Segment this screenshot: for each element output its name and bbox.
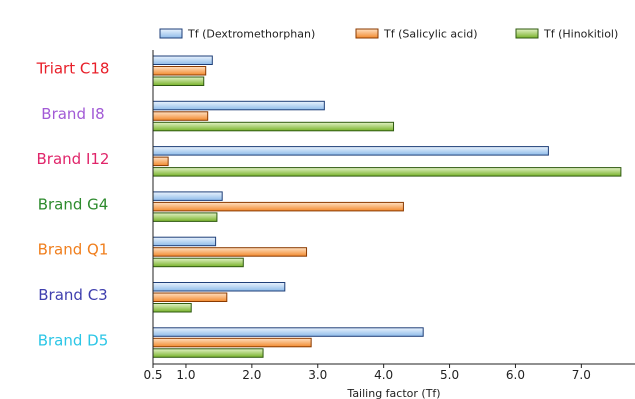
bar <box>152 247 308 257</box>
category-label: Triart C18 <box>36 60 110 78</box>
legend-swatch <box>355 28 379 39</box>
category-label: Brand I12 <box>37 150 110 168</box>
bar <box>152 303 192 313</box>
category-label: Brand G4 <box>38 195 109 213</box>
category-labels: Triart C18 Brand I8 Brand I12 Brand G4 Brand… <box>36 60 110 350</box>
legend-swatch <box>159 28 183 39</box>
x-tick-label: 7.0 <box>572 368 591 382</box>
bar <box>152 337 312 348</box>
x-tick-label: 1.0 <box>176 368 195 382</box>
bars <box>152 55 622 358</box>
legend-item: Tf (Salicylic acid) <box>355 28 478 41</box>
bar <box>152 76 205 86</box>
legend-label: Tf (Dextromethorphan) <box>187 28 315 41</box>
bar <box>152 55 213 65</box>
x-tick-label: 5.0 <box>440 368 459 382</box>
axes: 0.51.02.03.04.05.06.07.08.Tailing factor… <box>143 50 635 399</box>
x-tick-label: 2.0 <box>242 368 261 382</box>
legend-item: Tf (Hinokitiol) <box>515 28 618 41</box>
bar <box>152 212 218 222</box>
bar <box>152 348 264 358</box>
legend-label: Tf (Hinokitiol) <box>543 28 618 41</box>
category-label: Brand I8 <box>41 105 104 123</box>
x-axis-title: Tailing factor (Tf) <box>346 387 440 399</box>
category-label: Brand D5 <box>38 331 109 349</box>
bar <box>152 327 424 337</box>
bar <box>152 191 223 201</box>
bar <box>152 121 395 132</box>
legend: Tf (Dextromethorphan) Tf (Salicylic acid)… <box>159 28 618 41</box>
bar <box>152 66 207 76</box>
x-tick-label: 0.5 <box>143 368 162 382</box>
category-label: Brand Q1 <box>38 241 109 259</box>
legend-item: Tf (Dextromethorphan) <box>159 28 315 41</box>
legend-swatch <box>515 28 539 39</box>
bar <box>152 100 325 111</box>
bar <box>152 156 169 167</box>
bar <box>152 292 228 302</box>
legend-label: Tf (Salicylic acid) <box>383 28 478 41</box>
bar <box>152 167 622 177</box>
bar <box>152 282 286 292</box>
x-tick-label: 6.0 <box>506 368 525 382</box>
x-tick-label: 3.0 <box>308 368 327 382</box>
bar <box>152 146 549 156</box>
x-tick-label: 4.0 <box>374 368 393 382</box>
bar <box>152 201 404 212</box>
bar <box>152 236 217 247</box>
bar <box>152 111 209 121</box>
category-label: Brand C3 <box>38 286 107 304</box>
bar <box>152 257 244 268</box>
